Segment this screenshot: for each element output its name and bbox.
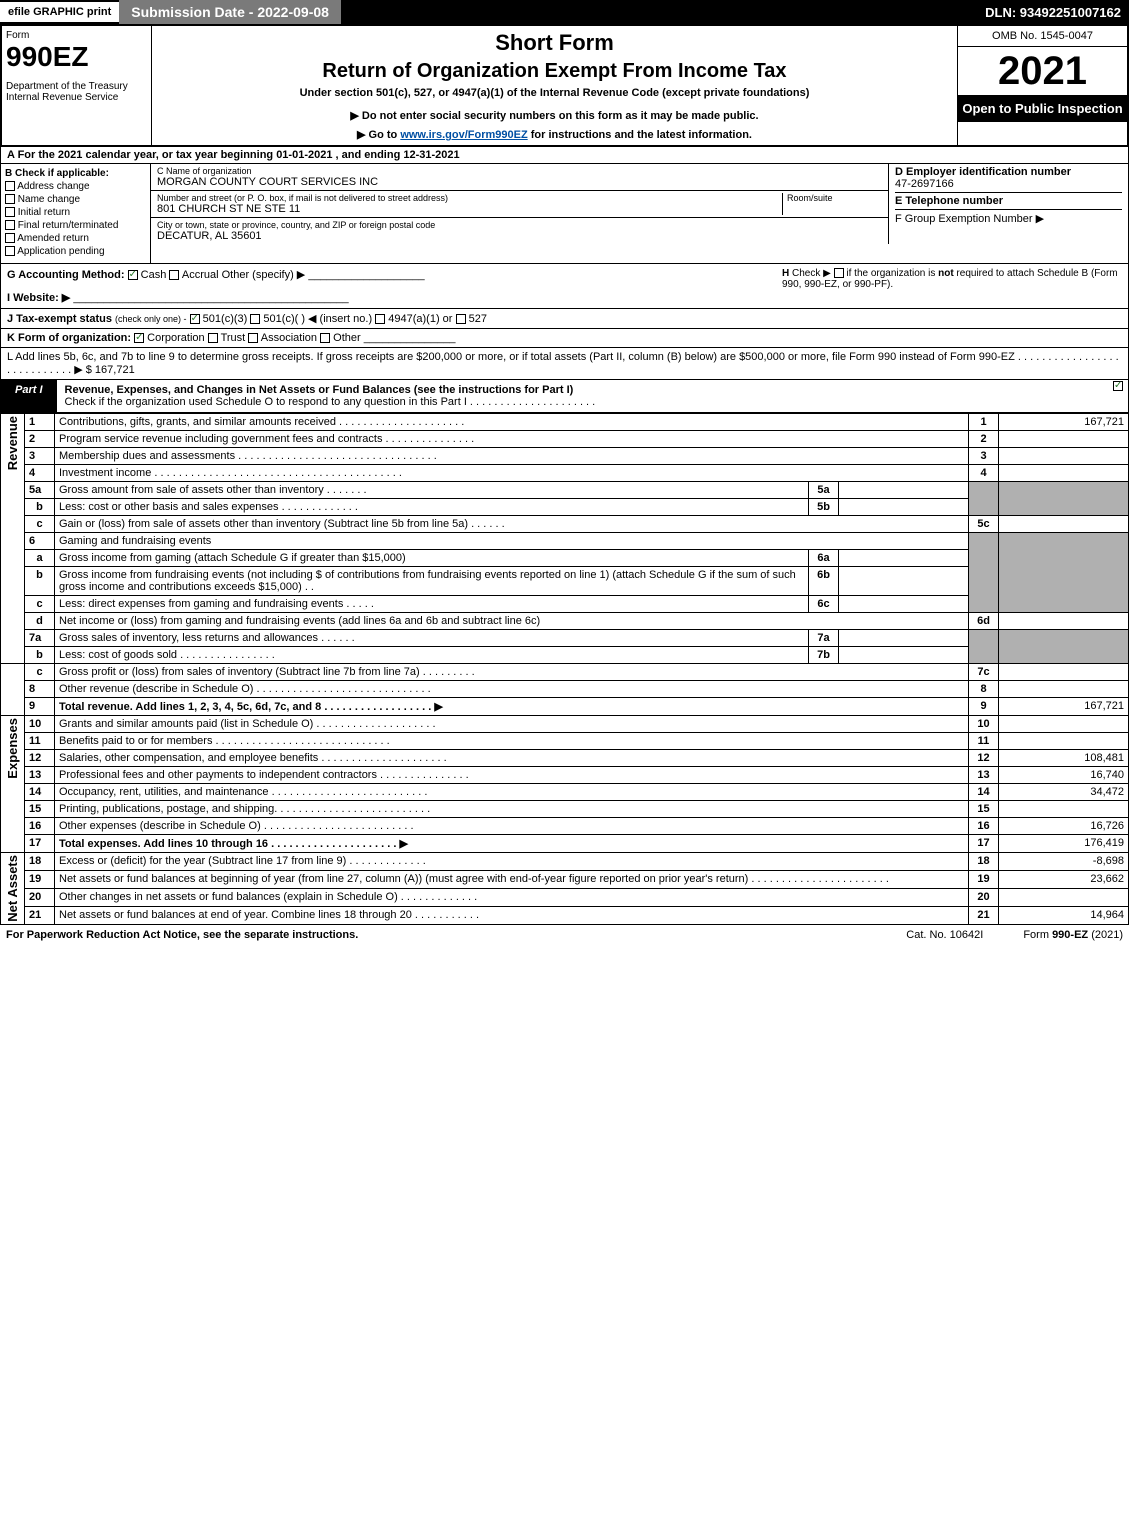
l-gross-receipts: L Add lines 5b, 6c, and 7b to line 9 to … bbox=[0, 348, 1129, 380]
cb-527[interactable] bbox=[456, 314, 466, 324]
check-width-label: B Check if applicable: bbox=[5, 168, 109, 179]
cb-amended-return[interactable]: Amended return bbox=[5, 233, 146, 244]
open-public-inspection: Open to Public Inspection bbox=[958, 95, 1127, 122]
cb-501c[interactable] bbox=[250, 314, 260, 324]
ein: 47-2697166 bbox=[895, 178, 1122, 190]
expenses-side-label: Expenses bbox=[5, 718, 20, 779]
tel-label: E Telephone number bbox=[895, 195, 1003, 207]
k-form-org: K Form of organization: Corporation Trus… bbox=[0, 329, 1129, 348]
cb-accrual[interactable] bbox=[169, 270, 179, 280]
form-ref: Form 990-EZ (2021) bbox=[1023, 929, 1123, 941]
header-right: OMB No. 1545-0047 2021 Open to Public In… bbox=[957, 26, 1127, 145]
instructions-link: ▶ Go to www.irs.gov/Form990EZ for instru… bbox=[156, 128, 953, 141]
column-b: B Check if applicable: Address change Na… bbox=[1, 164, 151, 263]
footer: For Paperwork Reduction Act Notice, see … bbox=[0, 925, 1129, 945]
cb-name-change[interactable]: Name change bbox=[5, 194, 146, 205]
title-short-form: Short Form bbox=[156, 30, 953, 56]
top-bar: efile GRAPHIC print Submission Date - 20… bbox=[0, 0, 1129, 24]
subtitle: Under section 501(c), 527, or 4947(a)(1)… bbox=[156, 87, 953, 99]
title-return: Return of Organization Exempt From Incom… bbox=[156, 60, 953, 83]
info-grid: B Check if applicable: Address change Na… bbox=[0, 164, 1129, 264]
street: 801 CHURCH ST NE STE 11 bbox=[157, 203, 782, 215]
submission-date: Submission Date - 2022-09-08 bbox=[119, 0, 341, 24]
city-row: City or town, state or province, country… bbox=[151, 218, 888, 244]
netassets-side-label: Net Assets bbox=[5, 855, 20, 922]
part1-header: Part I Revenue, Expenses, and Changes in… bbox=[0, 380, 1129, 413]
g-accounting: G Accounting Method: Cash Accrual Other … bbox=[7, 268, 782, 304]
form-label: Form bbox=[6, 30, 147, 41]
header-middle: Short Form Return of Organization Exempt… bbox=[152, 26, 957, 145]
cb-address-change[interactable]: Address change bbox=[5, 181, 146, 192]
tax-year: 2021 bbox=[958, 47, 1127, 95]
omb-number: OMB No. 1545-0047 bbox=[958, 26, 1127, 47]
column-d: D Employer identification number 47-2697… bbox=[888, 164, 1128, 244]
section-a-text: A For the 2021 calendar year, or tax yea… bbox=[7, 149, 460, 161]
street-row: Number and street (or P. O. box, if mail… bbox=[151, 191, 888, 218]
section-a: A For the 2021 calendar year, or tax yea… bbox=[0, 147, 1129, 164]
dept-label: Department of the Treasury Internal Reve… bbox=[6, 81, 147, 103]
cb-final-return[interactable]: Final return/terminated bbox=[5, 220, 146, 231]
cb-4947[interactable] bbox=[375, 314, 385, 324]
gh-row: G Accounting Method: Cash Accrual Other … bbox=[0, 264, 1129, 309]
city: DECATUR, AL 35601 bbox=[157, 230, 882, 242]
ein-label: D Employer identification number bbox=[895, 166, 1071, 178]
org-name: MORGAN COUNTY COURT SERVICES INC bbox=[157, 176, 882, 188]
j-label: J Tax-exempt status bbox=[7, 313, 112, 325]
efile-print[interactable]: efile GRAPHIC print bbox=[0, 2, 119, 22]
cb-cash[interactable] bbox=[128, 270, 138, 280]
warning-ssn: ▶ Do not enter social security numbers o… bbox=[156, 109, 953, 122]
cb-association[interactable] bbox=[248, 333, 258, 343]
cb-application-pending[interactable]: Application pending bbox=[5, 246, 146, 257]
cb-501c3[interactable] bbox=[190, 314, 200, 324]
group-exemption-label: F Group Exemption Number ▶ bbox=[895, 213, 1044, 225]
form-header: Form 990EZ Department of the Treasury In… bbox=[0, 24, 1129, 147]
cb-other-org[interactable] bbox=[320, 333, 330, 343]
street-label: Number and street (or P. O. box, if mail… bbox=[157, 193, 782, 203]
h-check: H Check ▶ if the organization is not req… bbox=[782, 268, 1122, 304]
org-name-label: C Name of organization bbox=[157, 166, 882, 176]
cat-no: Cat. No. 10642I bbox=[906, 929, 983, 941]
revenue-side-label: Revenue bbox=[5, 416, 20, 470]
part1-tab: Part I bbox=[1, 380, 57, 412]
revenue-table: Revenue 1Contributions, gifts, grants, a… bbox=[0, 413, 1129, 925]
part1-title: Revenue, Expenses, and Changes in Net As… bbox=[57, 380, 1108, 412]
g-label: G Accounting Method: bbox=[7, 269, 125, 281]
dln: DLN: 93492251007162 bbox=[977, 1, 1129, 24]
city-label: City or town, state or province, country… bbox=[157, 220, 882, 230]
cb-trust[interactable] bbox=[208, 333, 218, 343]
org-name-row: C Name of organization MORGAN COUNTY COU… bbox=[151, 164, 888, 191]
j-tax-status: J Tax-exempt status (check only one) - 5… bbox=[0, 309, 1129, 329]
i-website-label: I Website: ▶ bbox=[7, 292, 70, 304]
cb-schedule-b[interactable] bbox=[834, 268, 844, 278]
cb-initial-return[interactable]: Initial return bbox=[5, 207, 146, 218]
part1-checkbox[interactable] bbox=[1108, 380, 1128, 412]
k-label: K Form of organization: bbox=[7, 332, 131, 344]
room-label: Room/suite bbox=[787, 193, 882, 203]
header-left: Form 990EZ Department of the Treasury In… bbox=[2, 26, 152, 145]
cb-corporation[interactable] bbox=[134, 333, 144, 343]
paperwork-notice: For Paperwork Reduction Act Notice, see … bbox=[6, 929, 358, 941]
form-number: 990EZ bbox=[6, 41, 147, 73]
irs-link[interactable]: www.irs.gov/Form990EZ bbox=[400, 129, 527, 141]
column-cd: C Name of organization MORGAN COUNTY COU… bbox=[151, 164, 1128, 263]
